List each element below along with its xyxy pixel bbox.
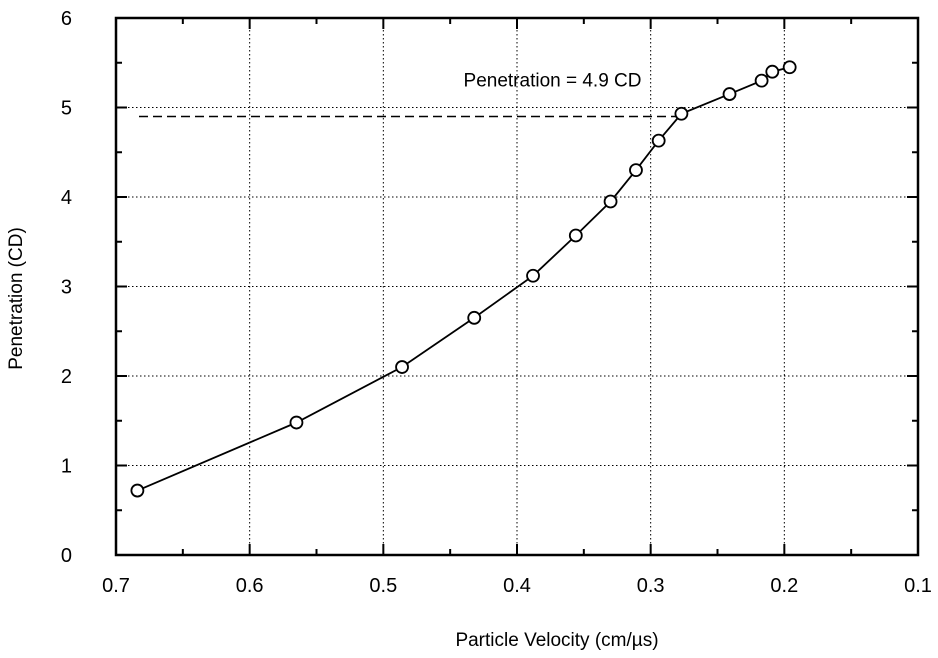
data-series-line [137,66,790,492]
y-tick-label: 4 [61,187,72,209]
axis-ticks [115,17,919,556]
y-tick-label: 2 [61,366,72,388]
data-point [526,268,540,283]
data-point [289,415,304,430]
data-markers [130,60,797,498]
data-line-group [137,66,790,492]
grid-lines [116,18,918,555]
x-tick-label: 0.1 [904,575,932,597]
data-point [629,163,643,178]
y-axis-title: Penetration (CD) [6,227,27,370]
x-axis-title: Particle Velocity (cm/µs) [455,630,658,651]
x-tick-label: 0.2 [770,575,798,597]
data-point [395,360,409,374]
y-tick-label: 6 [61,8,72,30]
data-point [754,73,769,88]
x-tick-label: 0.5 [369,575,397,597]
y-tick-label: 3 [61,277,72,299]
data-point [467,310,482,325]
annotation-label: Penetration = 4.9 CD [464,71,642,92]
data-point [722,87,737,101]
y-tick-label: 5 [61,98,72,120]
data-point [782,60,797,75]
data-point [568,228,583,243]
data-point [674,106,689,121]
x-tick-label: 0.4 [503,575,531,597]
data-point [651,133,666,148]
x-tick-labels: 0.7 0.6 0.5 0.4 0.3 0.2 0.1 [102,575,932,597]
y-tick-label: 0 [61,545,72,567]
x-tick-label: 0.3 [637,575,665,597]
x-tick-label: 0.7 [102,575,130,597]
y-tick-labels: 0 1 2 3 4 5 6 [61,8,72,567]
y-tick-label: 1 [61,456,72,478]
data-point [765,64,780,79]
data-point [603,194,618,209]
data-point [130,483,145,498]
x-tick-label: 0.6 [236,575,264,597]
